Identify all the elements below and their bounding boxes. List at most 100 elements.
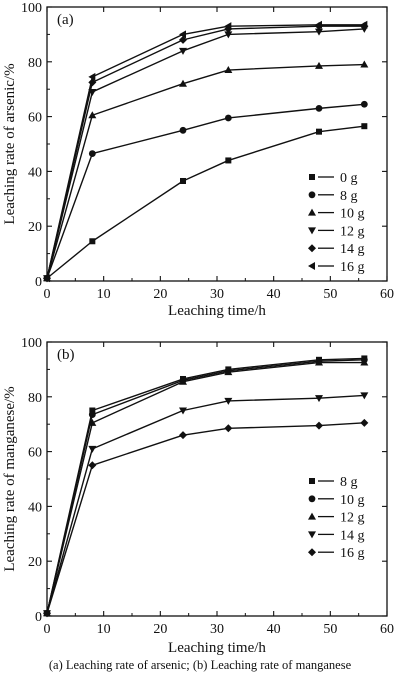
panel-label: (b): [57, 347, 75, 363]
legend-item: 10 g: [308, 207, 365, 222]
x-tick-label: 0: [44, 622, 51, 637]
data-point: [179, 377, 187, 385]
y-tick-label: 40: [28, 165, 42, 180]
data-point: [179, 126, 187, 134]
y-tick-label: 100: [21, 1, 42, 16]
legend-item: 8 g: [309, 475, 358, 490]
data-point: [88, 411, 96, 419]
legend-label: 10 g: [340, 207, 365, 222]
y-tick-label: 0: [35, 610, 42, 625]
data-point: [360, 358, 369, 366]
series-line: [46, 63, 365, 279]
y-tick-label: 20: [28, 555, 42, 570]
data-point: [224, 424, 233, 433]
data-point: [224, 22, 232, 31]
data-point: [179, 79, 187, 87]
series-16g: [43, 418, 369, 618]
y-axis-title: Leaching rate of arsenic/%: [2, 63, 18, 224]
x-tick-label: 40: [267, 287, 281, 302]
y-tick-label: 60: [28, 446, 42, 461]
legend-label: 12 g: [340, 224, 365, 239]
x-tick-label: 40: [267, 622, 281, 637]
data-point: [88, 150, 96, 157]
legend-label: 16 g: [340, 546, 365, 561]
data-point: [179, 407, 187, 415]
x-tick-label: 10: [97, 622, 111, 637]
data-point: [88, 72, 96, 81]
data-point: [315, 20, 322, 29]
data-point: [315, 395, 323, 403]
legend-item: 12 g: [308, 511, 365, 526]
panel-label: (a): [57, 12, 74, 28]
x-tick-label: 0: [44, 287, 51, 302]
series-line: [46, 357, 365, 614]
legend-marker: [308, 208, 316, 216]
series-line: [46, 25, 365, 279]
x-tick-label: 30: [210, 622, 224, 637]
plot-frame: [46, 341, 388, 617]
data-point: [225, 157, 232, 164]
legend-item: 8 g: [308, 189, 358, 204]
y-tick-label: 40: [28, 500, 42, 515]
x-tick-label: 30: [210, 287, 224, 302]
data-point: [315, 421, 323, 430]
series-16g: [43, 20, 368, 283]
legend-label: 12 g: [340, 511, 365, 526]
data-point: [179, 30, 186, 39]
series-line: [46, 125, 365, 279]
legend-marker: [308, 262, 315, 270]
data-point: [224, 114, 232, 122]
data-point: [360, 392, 369, 400]
data-point: [89, 407, 96, 414]
series-line: [46, 103, 365, 279]
data-point: [224, 368, 233, 376]
y-tick-label: 0: [35, 275, 42, 290]
legend-item: 12 g: [308, 224, 365, 239]
legend-label: 10 g: [340, 493, 365, 508]
legend-item: 14 g: [308, 242, 365, 257]
legend-label: 8 g: [340, 475, 358, 490]
legend-marker: [308, 244, 316, 253]
legend-marker: [309, 174, 315, 180]
data-point: [224, 31, 233, 39]
x-tick-label: 20: [153, 622, 167, 637]
y-tick-label: 80: [28, 391, 42, 406]
data-point: [315, 104, 323, 112]
x-tick-label: 50: [323, 622, 337, 637]
legend-item: 14 g: [308, 528, 365, 543]
x-tick-label: 60: [380, 622, 394, 637]
data-point: [179, 431, 187, 440]
data-point: [315, 28, 323, 36]
legend-item: 0 g: [309, 171, 358, 186]
data-point: [361, 123, 368, 130]
legend-marker: [308, 191, 316, 199]
data-point: [360, 100, 368, 108]
data-point: [315, 358, 323, 366]
data-point: [180, 177, 186, 184]
legend-marker: [308, 531, 316, 539]
plot-frame: [46, 6, 388, 282]
legend-marker: [308, 512, 316, 520]
legend-marker: [309, 478, 315, 484]
data-point: [315, 61, 323, 69]
y-tick-label: 80: [28, 56, 42, 71]
x-axis-title: Leaching time/h: [168, 303, 266, 319]
data-point: [88, 445, 97, 453]
series-line: [46, 24, 365, 279]
y-tick-label: 20: [28, 220, 42, 235]
data-point: [43, 274, 50, 283]
legend-label: 0 g: [340, 171, 358, 186]
series-line: [46, 422, 365, 614]
x-tick-label: 10: [97, 287, 111, 302]
x-tick-label: 60: [380, 287, 394, 302]
legend-label: 16 g: [340, 260, 365, 275]
series-line: [46, 359, 365, 614]
y-tick-label: 60: [28, 111, 42, 126]
data-point: [88, 418, 97, 426]
series-0g: [44, 123, 368, 282]
x-tick-label: 20: [153, 287, 167, 302]
data-point: [179, 35, 187, 44]
data-point: [88, 461, 97, 470]
series-8g: [44, 355, 368, 617]
